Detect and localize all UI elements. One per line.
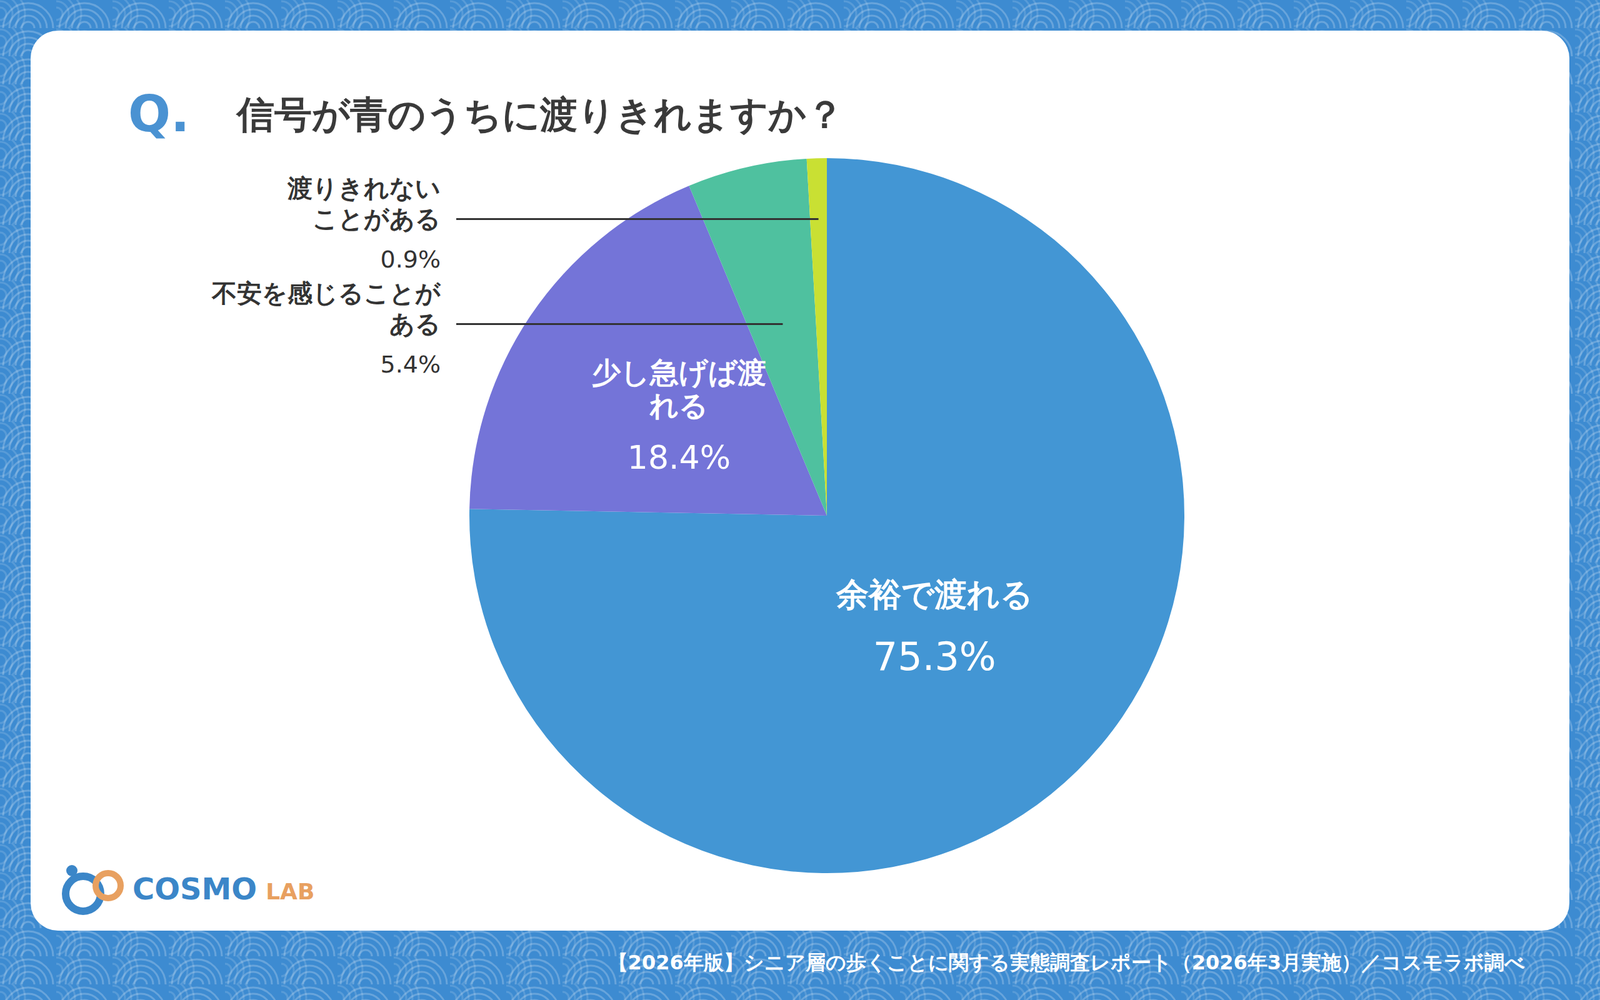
html-text:Q.: Q. <box>128 85 190 144</box>
svg-text:5.4%: 5.4% <box>380 350 441 379</box>
svg-text:余裕で渡れる: 余裕で渡れる <box>835 575 1034 614</box>
svg-text:75.3%: 75.3% <box>873 633 997 680</box>
svg-text:ある: ある <box>389 309 441 339</box>
svg-text:ことがある: ことがある <box>312 204 441 234</box>
svg-text:渡りきれない: 渡りきれない <box>286 173 441 203</box>
svg-text:不安を感じることが: 不安を感じることが <box>211 278 442 308</box>
html-text:【2026年版】シニア層の歩くことに関する実態調査レポート（: 【2026年版】シニア層の歩くことに関する実態調査レポート（2026年3月実施）… <box>607 950 1525 975</box>
html-text:信号が青のうちに渡りきれますか？: 信号が青のうちに渡りきれますか？ <box>236 92 844 137</box>
html-text:COSMO LAB: COSMO LAB <box>132 871 315 907</box>
svg-text:れる: れる <box>649 388 709 423</box>
svg-text:18.4%: 18.4% <box>627 438 731 477</box>
svg-text:0.9%: 0.9% <box>380 245 441 274</box>
svg-text:少し急げば渡: 少し急げば渡 <box>591 355 767 390</box>
